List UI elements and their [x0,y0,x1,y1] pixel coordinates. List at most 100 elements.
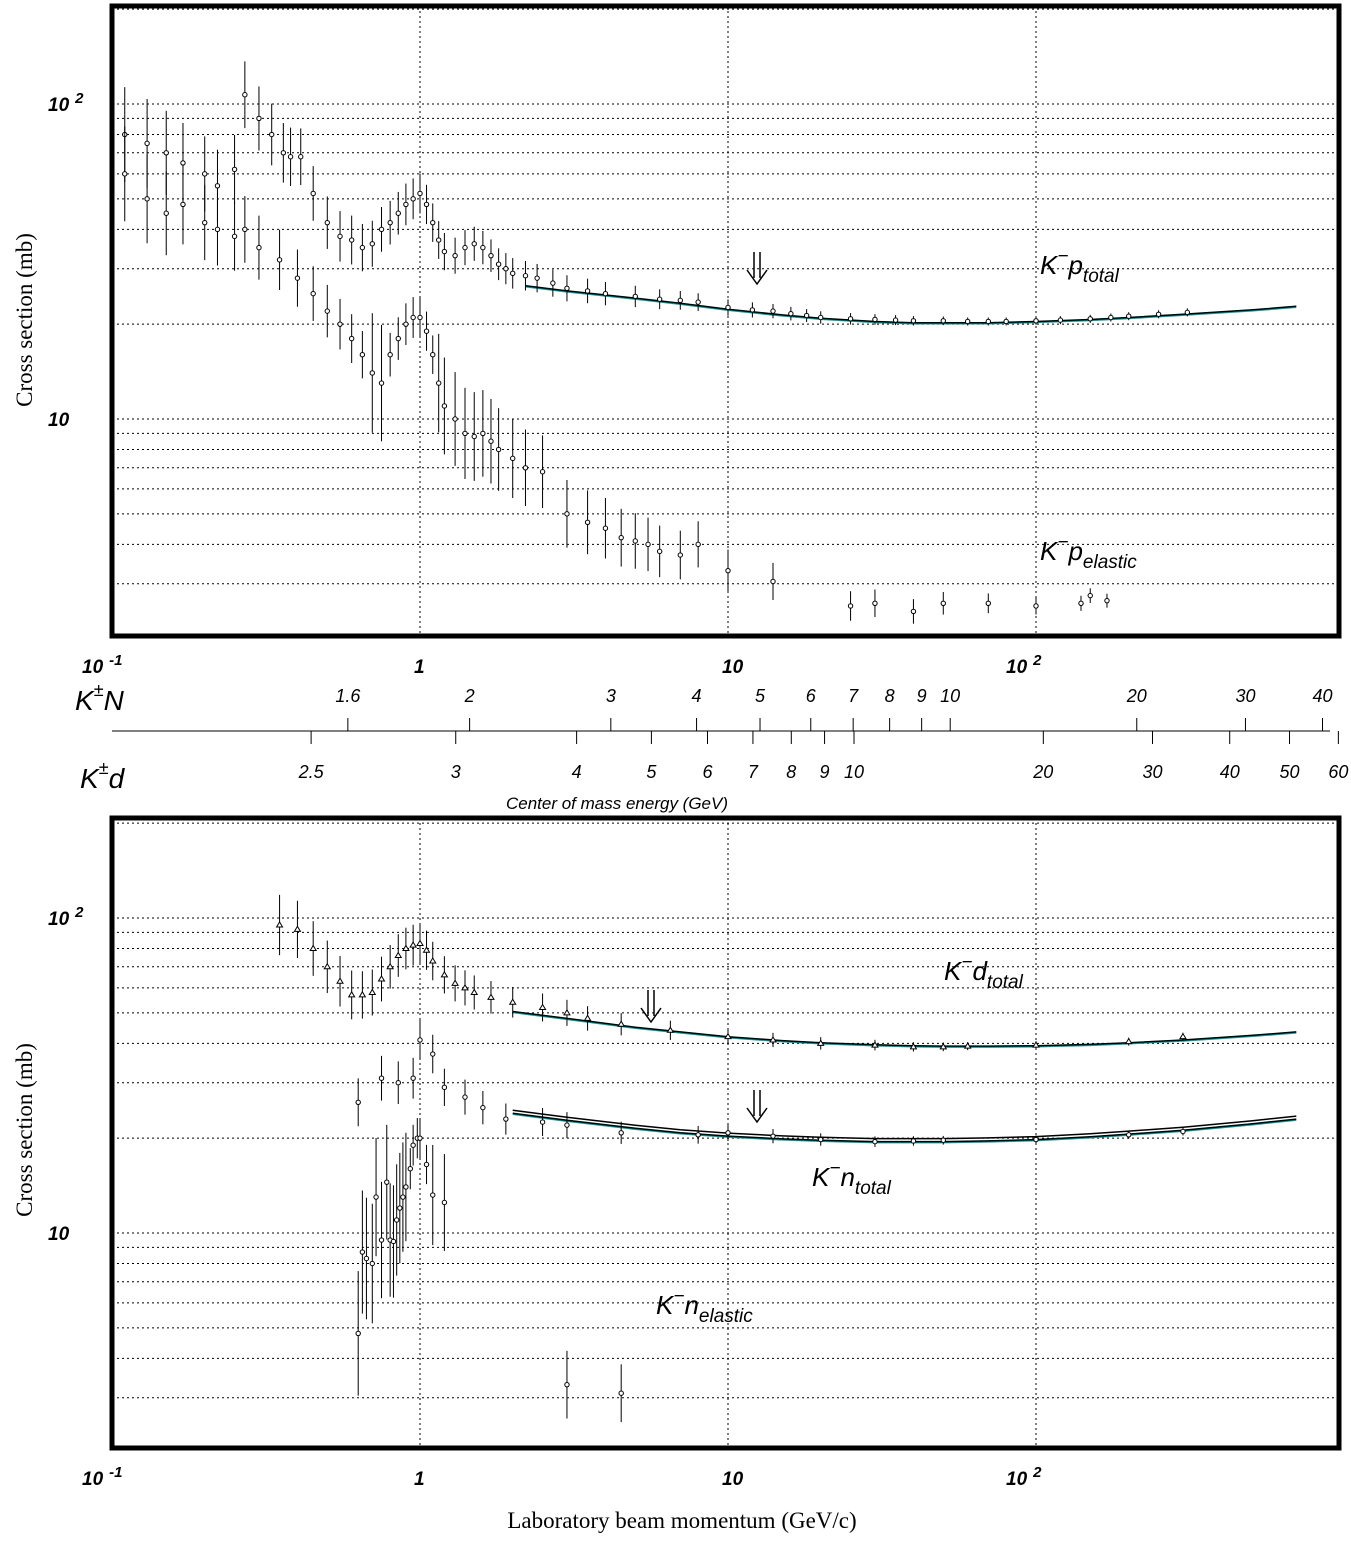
data-point [276,257,283,263]
annotation-kd-total: K−dtotal [944,952,1024,993]
data-point [395,335,401,342]
data-point [985,318,991,325]
data-point [803,312,810,319]
bottom-fit-curves [512,1010,1297,1144]
data-point [480,430,486,437]
data-point [788,310,794,317]
data-point [1078,600,1084,606]
data-point [584,288,591,294]
data-point [231,166,238,173]
data-point [471,241,477,247]
cms-energy-title: Center of mass energy (GeV) [506,794,728,813]
cms-tick-label: 6 [703,762,714,782]
top-panel: 10 10 2 10 -1 1 10 10 2 Cross section (mb) K−pt… [12,3,1342,678]
scale-name-kd: K±d [80,758,126,794]
data-point [355,1099,361,1105]
cms-tick-label: 3 [606,686,616,706]
data-point [422,946,431,953]
data-point [430,1192,436,1198]
data-point [503,1116,509,1122]
data-point [430,219,436,226]
data-point [452,252,458,259]
data-point [487,993,495,1000]
data-point [1087,316,1093,322]
data-point [510,455,516,462]
fit-curve [525,284,1297,324]
data-point [428,957,437,964]
data-point [430,1051,436,1057]
data-point [508,998,517,1005]
data-point [337,321,343,327]
data-point [617,1020,626,1027]
data-point [503,266,509,272]
cms-tick-label: 5 [646,762,657,782]
data-point [417,1037,423,1043]
bottom-panel: 10 10 2 10 -1 1 10 10 2 Cross section (mb) Labo… [12,815,1342,1533]
data-point [410,1142,416,1148]
data-point [818,314,824,321]
data-point [461,983,469,991]
data-point [359,1249,366,1255]
cms-tick-label: 2 [464,686,475,706]
data-point [347,990,356,998]
data-point [892,317,899,323]
data-point [847,316,854,322]
data-point [770,1133,776,1139]
data-point [256,244,262,251]
data-point [770,578,776,585]
data-point [144,196,150,202]
data-point [618,1130,624,1136]
data-point [400,1194,406,1200]
cms-tick-label: 4 [572,762,582,782]
cms-tick-label: 40 [1220,762,1240,782]
data-point [359,352,366,358]
data-point [872,600,878,606]
data-point [666,1026,675,1033]
data-point [495,261,502,267]
data-point [749,307,756,313]
data-point [417,314,423,321]
y-tick-label: 10 2 [48,904,84,930]
data-point [910,318,917,324]
data-point [564,511,570,517]
cms-tick-label: 20 [1032,762,1053,782]
data-point [409,941,418,948]
data-point [441,403,448,409]
data-point [645,541,651,548]
cms-tick-label: 30 [1142,762,1162,782]
x-tick-label: 10 2 [1006,1464,1042,1490]
data-point [725,304,731,311]
data-point [390,1238,397,1245]
annotation-kp-total: K−ptotal [1040,246,1120,287]
data-point [618,1390,624,1396]
data-point [872,1138,878,1145]
data-point [910,608,917,615]
data-point [256,115,262,122]
data-point [724,1032,732,1040]
data-point [373,1194,379,1200]
cms-tick-label: 7 [748,762,759,782]
data-point [488,438,494,444]
bottom-data-points [275,894,1187,1423]
data-point [323,962,332,970]
data-point [564,1381,570,1388]
cms-tick-label: 60 [1328,762,1348,782]
data-point [1033,318,1039,324]
data-point [1087,592,1093,599]
data-point [402,944,410,952]
scale-name-kn: K±N [75,680,125,716]
y-tick-label: 10 2 [48,90,84,116]
kn-scale-ticks: 1.6 2 3 4 5 6 7 8 9 10 20 30 40 [335,686,1333,731]
data-point [462,1094,468,1100]
cms-tick-label: 8 [885,686,895,706]
data-point [1033,1136,1039,1143]
data-point [1184,309,1191,316]
data-point [377,975,386,982]
data-point [909,1042,918,1050]
data-point [584,519,591,525]
data-point [985,600,991,606]
top-y-tick-labels: 10 10 2 [48,90,84,431]
data-point [538,1003,547,1010]
data-point [324,308,330,314]
